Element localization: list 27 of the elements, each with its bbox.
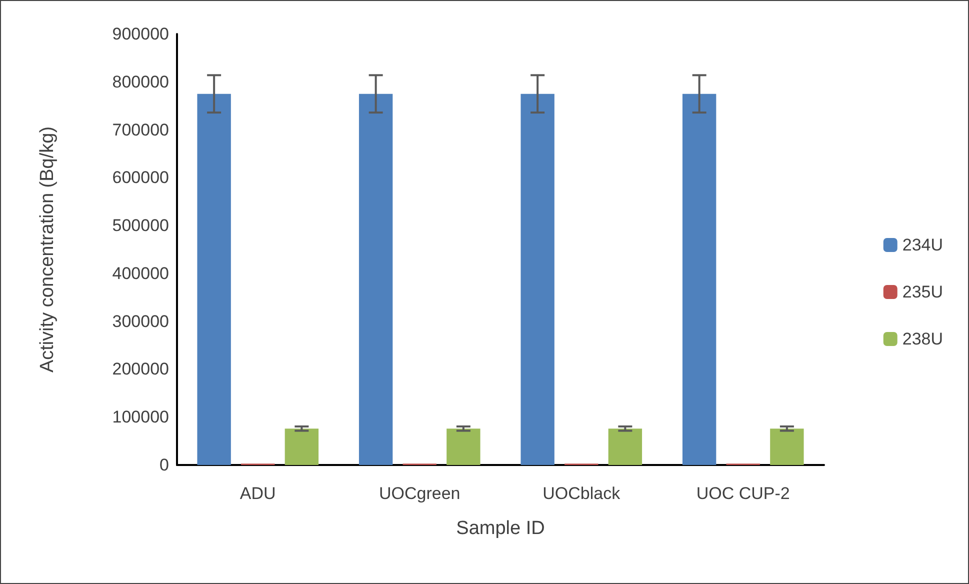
x-tick-label: UOCgreen <box>378 484 460 503</box>
bar <box>608 428 642 465</box>
legend-label: 238U <box>902 330 943 348</box>
y-tick-label: 400000 <box>112 264 169 283</box>
y-tick-label: 700000 <box>112 120 169 140</box>
bar <box>358 94 393 465</box>
y-tick-label: 500000 <box>112 216 169 236</box>
y-tick-label: 0 <box>160 456 169 474</box>
y-tick-label: 600000 <box>112 168 169 188</box>
legend-label: 235U <box>902 282 943 302</box>
bar <box>284 428 319 465</box>
y-tick-label: 800000 <box>112 72 169 92</box>
y-tick-label: 100000 <box>112 408 169 427</box>
bar <box>770 428 804 465</box>
bar <box>446 428 480 465</box>
x-tick-label: ADU <box>240 484 276 503</box>
x-axis-title: Sample ID <box>456 518 545 539</box>
y-tick-label: 300000 <box>112 312 169 331</box>
y-tick-label: 200000 <box>112 360 169 379</box>
x-tick-label: UOCblack <box>542 484 621 503</box>
y-axis-title: Activity concentration (Bq/kg) <box>37 126 58 373</box>
bar <box>682 94 716 465</box>
bar <box>520 94 554 465</box>
legend-label: 234U <box>902 236 943 254</box>
bar <box>197 94 231 465</box>
y-tick-label: 900000 <box>112 24 169 44</box>
x-tick-label: UOC CUP-2 <box>696 484 790 503</box>
